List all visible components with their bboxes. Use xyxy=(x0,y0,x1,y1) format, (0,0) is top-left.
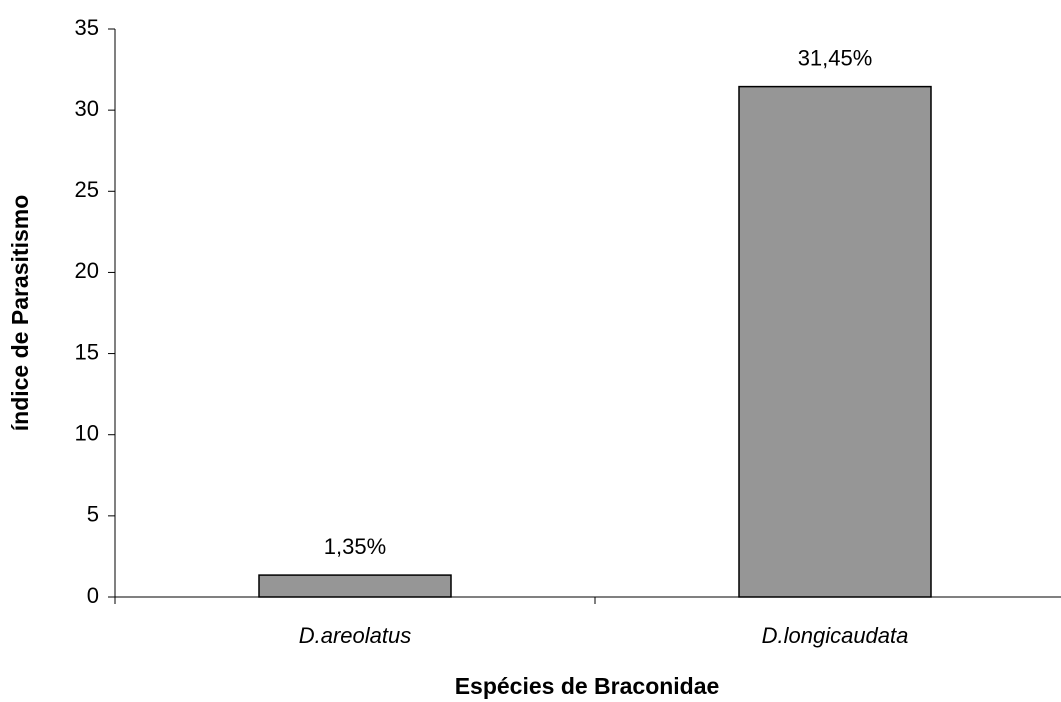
y-axis-title: índice de Parasitismo xyxy=(7,195,33,431)
bar xyxy=(738,85,932,598)
y-tick-label: 10 xyxy=(75,421,99,446)
y-tick-label: 0 xyxy=(87,583,99,608)
y-tick-label: 20 xyxy=(75,258,99,283)
x-axis-title: Espécies de Braconidae xyxy=(455,673,720,699)
y-tick-label: 30 xyxy=(75,96,99,121)
value-label: 1,35% xyxy=(324,534,386,559)
value-label: 31,45% xyxy=(798,45,873,70)
y-tick-label: 5 xyxy=(87,502,99,527)
y-tick-label: 35 xyxy=(75,15,99,40)
y-tick-label: 25 xyxy=(75,177,99,202)
x-tick-label: D.longicaudata xyxy=(762,623,909,648)
x-tick-label: D.areolatus xyxy=(299,623,412,648)
y-tick-label: 15 xyxy=(75,339,99,364)
bar xyxy=(258,574,452,598)
